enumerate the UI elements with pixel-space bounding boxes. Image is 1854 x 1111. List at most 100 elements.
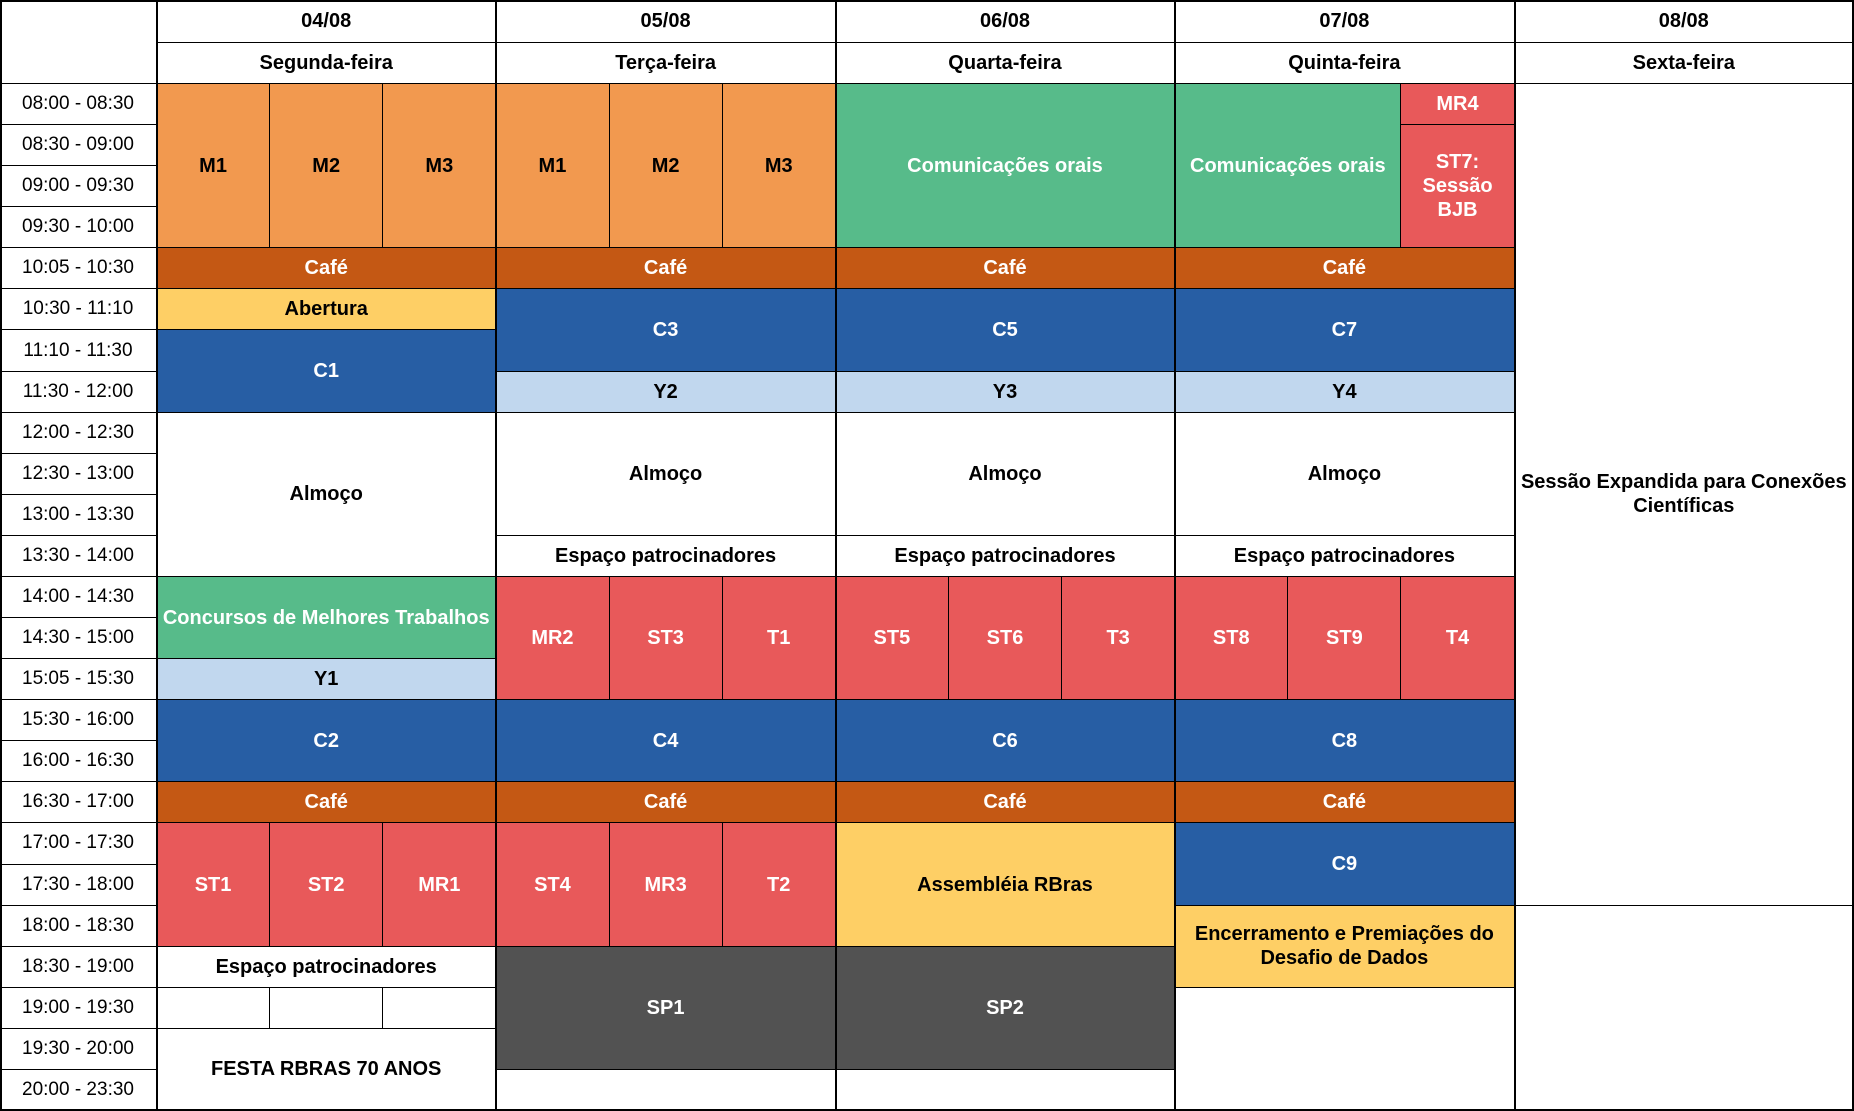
event-almo-o: Almoço [157, 412, 497, 577]
time-slot-label: 12:30 - 13:00 [0, 453, 157, 495]
date-header: 04/08 [157, 0, 497, 43]
event-m2: M2 [270, 84, 384, 249]
time-slot-label: 19:00 - 19:30 [0, 987, 157, 1029]
time-slot-label: 17:00 - 17:30 [0, 823, 157, 865]
event-mr4: MR4 [1401, 84, 1515, 126]
event-st3: ST3 [609, 576, 723, 701]
event-y2: Y2 [496, 371, 836, 413]
date-header: 06/08 [835, 0, 1176, 43]
event-sess-o-expandida-para-conex-es-cient-ficas: Sessão Expandida para Conexões Científic… [1514, 84, 1854, 906]
empty-cell [157, 987, 271, 1029]
event-festa-rbras-70-anos: FESTA RBRAS 70 ANOS [157, 1028, 497, 1111]
event-caf: Café [157, 248, 497, 290]
time-slot-label: 09:00 - 09:30 [0, 166, 157, 208]
event-c6: C6 [835, 700, 1176, 783]
event-almo-o: Almoço [1175, 412, 1515, 536]
weekday-header: Terça-feira [496, 43, 836, 84]
event-espa-o-patrocinadores: Espaço patrocinadores [157, 946, 497, 988]
event-c7: C7 [1175, 289, 1515, 372]
grid-divider [834, 0, 837, 1111]
event-c3: C3 [496, 289, 836, 372]
weekday-header: Sexta-feira [1514, 43, 1854, 84]
event-almo-o: Almoço [835, 412, 1176, 536]
event-st6: ST6 [948, 576, 1063, 701]
time-slot-label: 18:30 - 19:00 [0, 946, 157, 988]
event-caf: Café [157, 782, 497, 824]
time-slot-label: 16:30 - 17:00 [0, 782, 157, 824]
event-caf: Café [496, 782, 836, 824]
event-espa-o-patrocinadores: Espaço patrocinadores [496, 535, 836, 577]
empty-cell [1514, 905, 1854, 1111]
event-c8: C8 [1175, 700, 1515, 783]
time-slot-label: 13:00 - 13:30 [0, 494, 157, 536]
event-caf: Café [1175, 782, 1515, 824]
event-m3: M3 [383, 84, 497, 249]
event-st4: ST4 [496, 823, 610, 947]
event-comunica-es-orais: Comunicações orais [1175, 84, 1402, 249]
time-slot-label: 11:30 - 12:00 [0, 371, 157, 413]
event-concursos-de-melhores-trabalhos: Concursos de Melhores Trabalhos [157, 576, 497, 660]
grid-divider [156, 0, 158, 1111]
event-c4: C4 [496, 700, 836, 783]
event-caf: Café [835, 248, 1176, 290]
grid-divider [495, 0, 498, 1111]
time-slot-label: 15:05 - 15:30 [0, 659, 157, 701]
event-c1: C1 [157, 330, 497, 413]
weekday-header: Quarta-feira [835, 43, 1176, 84]
date-header: 08/08 [1514, 0, 1854, 43]
time-slot-label: 08:30 - 09:00 [0, 125, 157, 167]
event-t3: T3 [1062, 576, 1176, 701]
event-st8: ST8 [1175, 576, 1289, 701]
time-slot-label: 10:30 - 11:10 [0, 289, 157, 331]
event-m1: M1 [496, 84, 610, 249]
event-y1: Y1 [157, 659, 497, 701]
date-header: 07/08 [1175, 0, 1515, 43]
event-m2: M2 [609, 84, 723, 249]
time-slot-label: 13:30 - 14:00 [0, 535, 157, 577]
event-caf: Café [1175, 248, 1515, 290]
weekday-header: Segunda-feira [157, 43, 497, 84]
time-slot-label: 14:00 - 14:30 [0, 576, 157, 619]
time-slot-label: 10:05 - 10:30 [0, 248, 157, 290]
time-slot-label: 09:30 - 10:00 [0, 207, 157, 249]
grid-divider [0, 0, 1854, 2]
date-header: 05/08 [496, 0, 836, 43]
event-st7-sess-o-bjb: ST7: Sessão BJB [1401, 125, 1515, 249]
time-slot-label: 12:00 - 12:30 [0, 412, 157, 454]
empty-cell [383, 987, 497, 1029]
empty-cell [496, 1069, 836, 1111]
time-slot-label: 18:00 - 18:30 [0, 905, 157, 947]
event-y4: Y4 [1175, 371, 1515, 413]
empty-cell [835, 1069, 1176, 1111]
event-abertura: Abertura [157, 289, 497, 331]
event-st5: ST5 [835, 576, 949, 701]
event-mr2: MR2 [496, 576, 610, 701]
weekday-header: Quinta-feira [1175, 43, 1515, 84]
grid-divider [0, 1109, 1854, 1111]
time-slot-label: 14:30 - 15:00 [0, 618, 157, 660]
event-mr3: MR3 [609, 823, 723, 947]
event-almo-o: Almoço [496, 412, 836, 536]
time-slot-label: 20:00 - 23:30 [0, 1069, 157, 1111]
event-c5: C5 [835, 289, 1176, 372]
grid-divider [1513, 0, 1516, 1111]
event-m3: M3 [722, 84, 836, 249]
time-slot-label: 08:00 - 08:30 [0, 84, 157, 126]
event-assembl-ia-rbras: Assembléia RBras [835, 823, 1176, 947]
time-slot-label: 16:00 - 16:30 [0, 741, 157, 783]
empty-cell [270, 987, 384, 1029]
event-espa-o-patrocinadores: Espaço patrocinadores [1175, 535, 1515, 577]
event-st2: ST2 [270, 823, 384, 947]
grid-divider [0, 0, 2, 1111]
event-encerramento-e-premia-es-do-desafio-de-dados: Encerramento e Premiações do Desafio de … [1175, 905, 1515, 988]
event-mr1: MR1 [383, 823, 497, 947]
empty-cell [1175, 987, 1515, 1111]
corner-cell [0, 0, 157, 84]
time-slot-label: 19:30 - 20:00 [0, 1028, 157, 1070]
time-slot-label: 15:30 - 16:00 [0, 700, 157, 742]
grid-divider [1174, 0, 1177, 1111]
event-st1: ST1 [157, 823, 271, 947]
event-espa-o-patrocinadores: Espaço patrocinadores [835, 535, 1176, 577]
time-slot-label: 11:10 - 11:30 [0, 330, 157, 372]
